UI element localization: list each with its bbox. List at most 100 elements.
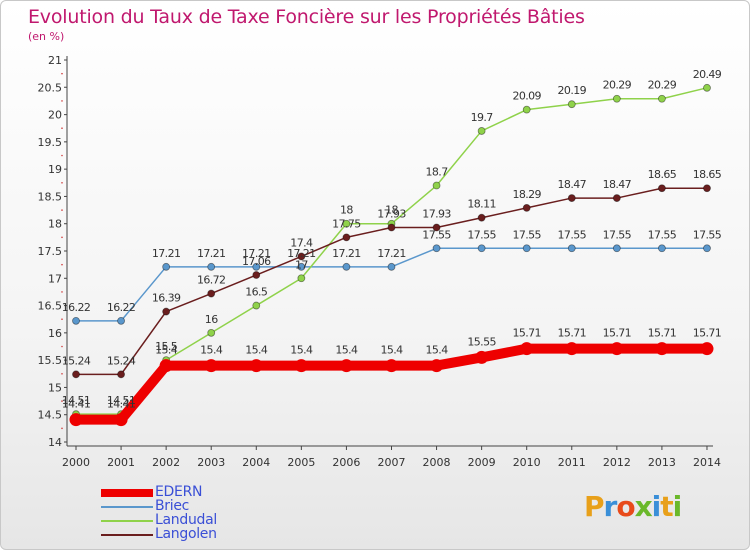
- y-tick-label: 14.5: [38, 409, 63, 422]
- data-label-landudal: 18: [340, 204, 353, 217]
- y-tick-label: 20: [48, 109, 62, 122]
- minor-tick: [61, 318, 63, 321]
- point-edern: [520, 342, 534, 356]
- data-label-landudal: 17: [295, 258, 308, 271]
- logo-letter: o: [616, 490, 635, 523]
- x-tick-label: 2008: [423, 456, 451, 469]
- x-tick-label: 2012: [603, 456, 631, 469]
- data-label-landudal: 14.51: [107, 394, 136, 407]
- data-label-edern: 14.41: [62, 398, 91, 411]
- x-tick-label: 2002: [152, 456, 180, 469]
- x-tick-label: 2005: [287, 456, 315, 469]
- minor-tick: [61, 209, 63, 211]
- data-label-langolen: 17.93: [377, 208, 406, 221]
- data-label-landudal: 15.5: [155, 340, 178, 353]
- point-edern: [159, 359, 173, 373]
- logo-letter: t: [660, 490, 673, 523]
- proxiti-logo: Proxiti: [584, 490, 682, 523]
- y-tick-label: 14: [48, 436, 62, 449]
- minor-tick: [61, 400, 63, 402]
- data-label-landudal: 20.49: [693, 68, 722, 81]
- data-label-langolen: 15.24: [107, 354, 136, 367]
- point-langolen: [72, 370, 80, 379]
- point-briec: [567, 244, 576, 253]
- data-label-landudal: 20.29: [648, 79, 677, 92]
- data-label-langolen: 17.4: [290, 236, 313, 249]
- minor-tick: [61, 127, 63, 130]
- data-label-briec: 17.55: [603, 228, 632, 241]
- point-edern: [249, 359, 263, 373]
- logo-letter: P: [584, 490, 605, 523]
- point-briec: [477, 244, 486, 253]
- point-landudal: [432, 181, 441, 190]
- data-label-landudal: 20.19: [558, 84, 587, 97]
- point-edern: [69, 413, 83, 427]
- data-label-landudal: 18.7: [426, 166, 449, 179]
- data-label-edern: 14.41: [107, 398, 136, 411]
- x-tick-label: 2011: [558, 456, 586, 469]
- legend-swatch-briec: [101, 506, 153, 508]
- point-landudal: [658, 94, 666, 103]
- point-landudal: [477, 127, 486, 135]
- y-tick-label: 15: [48, 381, 62, 394]
- legend-label-landudal: Landudal: [155, 512, 217, 528]
- point-langolen: [297, 252, 306, 261]
- minor-tick: [61, 291, 63, 293]
- data-label-landudal: 18: [385, 204, 398, 217]
- point-edern: [565, 342, 579, 356]
- data-label-langolen: 18.11: [467, 198, 496, 211]
- minor-tick: [61, 236, 63, 239]
- data-labels: 16.22 16.22 17.21 17.21 17.21 17.21 17.21 17.21…: [62, 68, 723, 411]
- data-label-langolen: 17.06: [242, 255, 271, 268]
- data-label-briec: 17.21: [377, 247, 406, 260]
- minor-tick: [61, 372, 63, 375]
- point-landudal: [703, 83, 711, 92]
- data-label-edern: 15.71: [648, 327, 677, 340]
- data-label-langolen: 17.75: [332, 217, 361, 230]
- y-tick-label: 21: [48, 54, 62, 67]
- legend-label-briec: Briec: [155, 498, 190, 514]
- minor-tick: [61, 181, 63, 184]
- x-tick-label: 2007: [377, 456, 405, 469]
- logo-letter: i: [651, 490, 662, 523]
- data-label-briec: 17.55: [558, 228, 587, 241]
- point-edern: [475, 350, 489, 364]
- point-langolen: [432, 223, 441, 232]
- point-langolen: [342, 233, 351, 242]
- point-edern: [430, 359, 444, 373]
- data-label-edern: 15.71: [558, 327, 587, 340]
- legend-label-langolen: Langolen: [155, 526, 217, 542]
- data-label-briec: 17.55: [648, 228, 677, 241]
- point-langolen: [252, 271, 261, 279]
- data-label-edern: 15.4: [426, 344, 449, 357]
- x-tick-label: 2009: [468, 456, 496, 469]
- data-label-briec: 17.21: [332, 247, 361, 260]
- minor-tick: [61, 100, 63, 102]
- x-tick-label: 2014: [693, 456, 721, 469]
- data-label-langolen: 18.47: [603, 178, 632, 191]
- data-label-edern: 15.71: [603, 327, 632, 340]
- legend-swatch-edern: [101, 489, 153, 497]
- data-label-langolen: 18.47: [558, 178, 587, 191]
- x-tick-label: 2003: [197, 456, 225, 469]
- point-briec: [612, 244, 621, 253]
- point-briec: [252, 262, 261, 271]
- x-tick-label: 2000: [62, 456, 90, 469]
- data-label-edern: 15.4: [200, 344, 223, 357]
- point-landudal: [612, 94, 621, 103]
- point-edern: [114, 413, 128, 427]
- point-landudal: [297, 274, 306, 283]
- chart-title: Evolution du Taux de Taxe Foncière sur l…: [28, 6, 585, 28]
- point-edern: [655, 342, 669, 356]
- legend: EDERN Briec Landudal Langolen: [101, 484, 301, 542]
- point-landudal: [342, 219, 351, 228]
- data-label-landudal: 19.7: [471, 111, 494, 124]
- legend-item-edern: EDERN: [101, 484, 301, 500]
- data-label-edern: 15.71: [693, 327, 722, 340]
- point-briec: [117, 316, 125, 325]
- series-layer: [69, 83, 714, 427]
- point-edern: [700, 342, 714, 356]
- point-langolen: [477, 213, 486, 222]
- x-tick-label: 2001: [107, 456, 135, 469]
